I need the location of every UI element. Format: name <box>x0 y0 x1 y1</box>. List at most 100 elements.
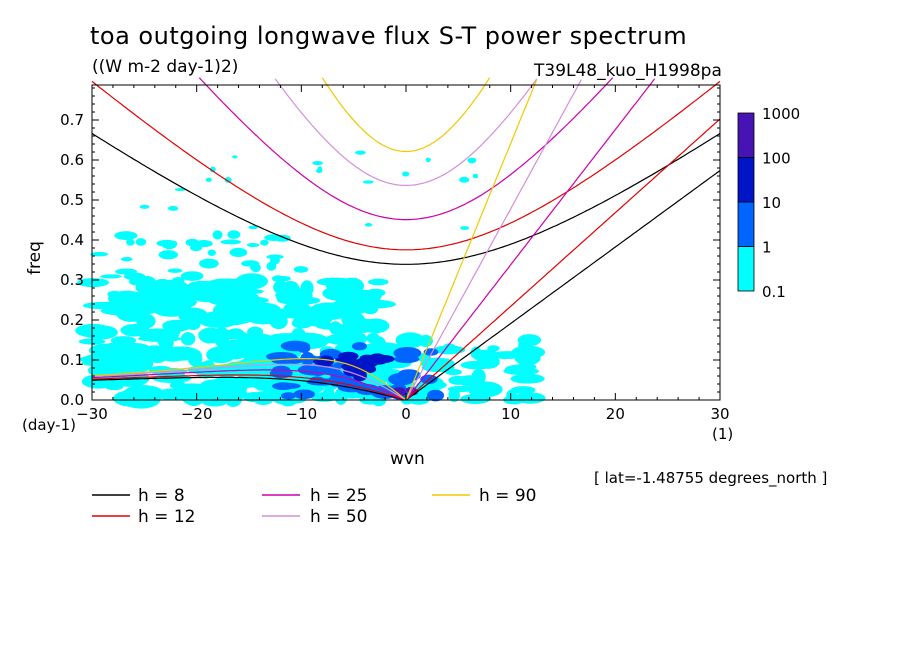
rossby-curve-h25 <box>91 369 407 401</box>
spectrum-shading <box>75 150 546 409</box>
colorbar: 0.1 1 10 100 1000 <box>737 105 800 301</box>
spectrum-patch-level-0.1 <box>472 173 479 179</box>
x-tick-label: 20 <box>606 405 625 423</box>
spectrum-patch-level-10 <box>339 352 353 361</box>
spectrum-patch-level-100 <box>398 390 407 396</box>
y-tick-label: 0.2 <box>60 311 84 329</box>
colorbar-swatch <box>737 201 755 247</box>
spectrum-patch-level-0.1 <box>126 238 135 246</box>
spectrum-patch-level-0.1 <box>468 381 503 398</box>
kelvin-curve-h12 <box>405 118 721 401</box>
spectrum-patch-level-1 <box>426 389 445 402</box>
spectrum-patch-level-0.1 <box>322 285 361 301</box>
kelvin-curve-h8 <box>405 170 721 401</box>
x-tick-label: −20 <box>181 405 213 423</box>
spectrum-patch-level-0.1 <box>129 324 146 332</box>
y-tick-label: 0.7 <box>60 111 84 129</box>
y-tick-label: 0.6 <box>60 151 84 169</box>
spectrum-patch-level-0.1 <box>347 332 368 346</box>
spectrum-patch-level-0.1 <box>341 319 359 335</box>
spectrum-patch-level-0.1 <box>159 346 201 361</box>
spectrum-patch-level-0.1 <box>217 317 246 326</box>
spectrum-patch-level-0.1 <box>506 389 518 403</box>
spectrum-patch-level-0.1 <box>180 271 204 281</box>
spectrum-patch-level-0.1 <box>153 296 191 310</box>
spectrum-patch-level-0.1 <box>491 351 522 360</box>
spectrum-patch-level-0.1 <box>185 238 200 247</box>
spectrum-patch-level-0.1 <box>220 379 248 396</box>
spectrum-patch-level-0.1 <box>113 390 150 407</box>
spectrum-patch-level-0.1 <box>273 280 289 295</box>
spectrum-patch-level-0.1 <box>212 230 223 240</box>
run-id: T39L48_kuo_H1998pa <box>534 61 722 81</box>
spectrum-patch-level-0.1 <box>300 280 314 297</box>
rossby-curve-h50 <box>91 363 407 401</box>
spectrum-patch-level-0.1 <box>135 238 147 246</box>
spectrum-patch-level-0.1 <box>161 240 177 250</box>
spectrum-patch-level-0.1 <box>459 176 470 183</box>
rossby-curve-h12 <box>91 374 407 401</box>
spectrum-patch-level-0.1 <box>139 204 150 209</box>
spectrum-patch-level-1 <box>388 372 415 386</box>
spectrum-patch-level-0.1 <box>362 304 378 315</box>
spectrum-patch-level-1 <box>351 342 368 351</box>
y-unit-label: (day-1) <box>22 416 76 434</box>
spectrum-patch-level-0.1 <box>207 249 216 256</box>
legend-label-h50: h = 50 <box>310 507 368 527</box>
x-tick-label: 0 <box>401 405 411 423</box>
spectrum-patch-level-0.1 <box>329 321 342 335</box>
spectrum-patch-level-0.1 <box>100 274 122 279</box>
spectrum-patch-level-0.1 <box>283 302 311 315</box>
kelvin-curve-h50 <box>405 79 582 401</box>
colorbar-swatch <box>737 157 755 203</box>
spectrum-patch-level-10 <box>318 355 335 367</box>
spectrum-patch-level-0.1 <box>205 177 212 182</box>
spectrum-patch-level-0.1 <box>229 247 248 258</box>
x-tick-label: 10 <box>501 405 520 423</box>
colorbar-swatch <box>737 112 755 158</box>
spectrum-patch-level-0.1 <box>277 295 321 305</box>
y-tick-label: 0.1 <box>60 351 84 369</box>
chart-title: toa outgoing longwave flux S-T power spe… <box>90 22 688 50</box>
spectrum-patch-level-0.1 <box>123 272 146 281</box>
spectrum-patch-level-0.1 <box>368 278 389 286</box>
axis-ticks: −30 −20 −10 0 10 20 30 0.0 0.1 0.2 0.3 0.4 0.5 0.6 0.7 <box>60 85 730 423</box>
spectrum-patch-level-0.1 <box>518 375 530 383</box>
spectrum-patch-level-0.1 <box>224 176 232 183</box>
x-tick-label: −10 <box>286 405 318 423</box>
spectrum-patch-level-0.1 <box>350 305 367 315</box>
spectrum-patch-level-0.1 <box>114 231 138 241</box>
spectrum-patch-level-0.1 <box>260 239 269 246</box>
spectrum-patch-level-0.1 <box>355 150 366 155</box>
inertio-gravity-curve-h25 <box>198 77 614 221</box>
spectrum-patch-level-0.1 <box>198 327 223 344</box>
spectrum-patch-level-0.1 <box>210 285 244 293</box>
spectrum-patch-level-0.1 <box>221 342 249 360</box>
legend-label-h90: h = 90 <box>479 486 537 506</box>
spectrum-patch-level-0.1 <box>460 226 470 230</box>
spectrum-patch-level-0.1 <box>211 278 253 287</box>
spectrum-patch-level-0.1 <box>75 323 112 338</box>
spectrum-patch-level-1 <box>281 392 296 400</box>
x-tick-label: 30 <box>710 405 729 423</box>
spectrum-patch-level-0.1 <box>239 292 260 306</box>
spectrum-patch-level-0.1 <box>224 390 243 407</box>
spectrum-patch-level-0.1 <box>220 239 241 245</box>
spectrum-patch-level-0.1 <box>199 390 230 407</box>
y-tick-label: 0.3 <box>60 271 84 289</box>
spectrum-patch-level-0.1 <box>364 223 373 227</box>
spectrum-patch-level-0.1 <box>514 354 538 364</box>
spectrum-patch-level-0.1 <box>135 279 167 296</box>
x-axis-label: wvn <box>390 449 425 469</box>
y-tick-label: 0.0 <box>60 391 84 409</box>
inertio-gravity-curve-h12 <box>91 80 721 251</box>
colorbar-swatch <box>737 246 755 292</box>
spectrum-patch-level-0.1 <box>120 256 133 262</box>
spectrum-patch-level-0.1 <box>517 334 542 347</box>
inertio-gravity-curve-h8 <box>91 132 721 265</box>
spectrum-patch-level-0.1 <box>272 275 285 282</box>
spectrum-patch-level-0.1 <box>169 381 186 390</box>
spectrum-patch-level-0.1 <box>504 364 536 375</box>
spectrum-patch-level-0.1 <box>180 332 196 346</box>
spectrum-patch-level-0.1 <box>266 254 284 260</box>
